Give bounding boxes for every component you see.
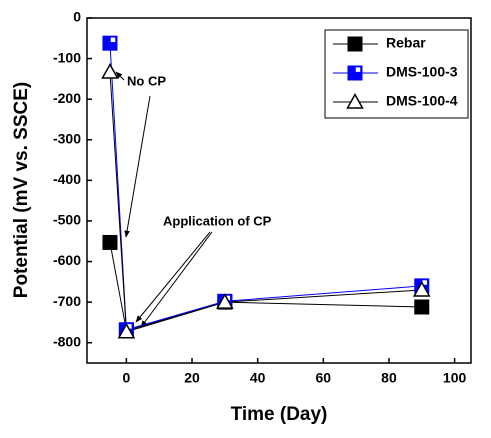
marker <box>216 293 234 309</box>
annotation: No CP <box>127 73 166 88</box>
y-tick-label: -800 <box>53 333 81 349</box>
marker <box>414 299 430 315</box>
series-line <box>109 71 422 333</box>
x-tick-label: 60 <box>316 370 332 386</box>
legend-marker <box>346 92 364 109</box>
x-tick-label: 20 <box>184 370 200 386</box>
marker <box>101 62 119 79</box>
y-tick-label: -500 <box>53 212 81 228</box>
annotation-arrows <box>115 71 213 328</box>
marker <box>117 322 136 339</box>
y-tick-label: -300 <box>53 130 81 146</box>
y-axis-title: Potential (mV vs. SSCE) <box>11 82 32 298</box>
x-tick-label: 40 <box>250 370 266 386</box>
series-line <box>109 242 422 332</box>
legend-marker <box>347 36 363 52</box>
marker <box>412 280 431 297</box>
x-axis-title: Time (Day) <box>231 404 328 425</box>
x-tick-label: 0 <box>122 370 130 386</box>
y-tick-label: -100 <box>53 49 81 65</box>
marker <box>102 35 118 51</box>
legend-label: DMS-100-3 <box>386 64 458 80</box>
series-line <box>109 43 422 331</box>
y-tick-label: -200 <box>53 90 81 106</box>
marker <box>102 234 118 250</box>
x-tick-label: 100 <box>443 370 467 386</box>
x-tick-label: 80 <box>381 370 397 386</box>
legend-marker <box>347 65 363 81</box>
y-tick-label: 0 <box>73 9 81 25</box>
legend-label: Rebar <box>386 35 426 51</box>
annotation: Application of CP <box>163 213 272 228</box>
y-tick-label: -400 <box>53 171 81 187</box>
y-tick-label: -700 <box>53 293 81 309</box>
plot-frame <box>86 17 472 364</box>
legend-label: DMS-100-4 <box>386 93 458 109</box>
y-tick-label: -600 <box>53 252 81 268</box>
